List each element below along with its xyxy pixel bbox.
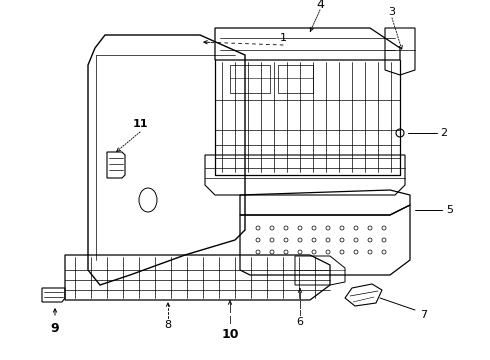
Text: 10: 10: [221, 328, 239, 341]
Text: 9: 9: [50, 321, 59, 334]
Text: 7: 7: [420, 310, 428, 320]
Text: 8: 8: [165, 320, 172, 330]
Text: 4: 4: [316, 0, 324, 10]
Text: 3: 3: [389, 7, 395, 17]
Text: 11: 11: [132, 119, 148, 129]
Bar: [278, 65, 313, 93]
Text: 5: 5: [446, 205, 454, 215]
Text: 1: 1: [279, 33, 287, 43]
Bar: [230, 65, 270, 93]
Text: 6: 6: [296, 317, 303, 327]
Text: 2: 2: [441, 128, 447, 138]
